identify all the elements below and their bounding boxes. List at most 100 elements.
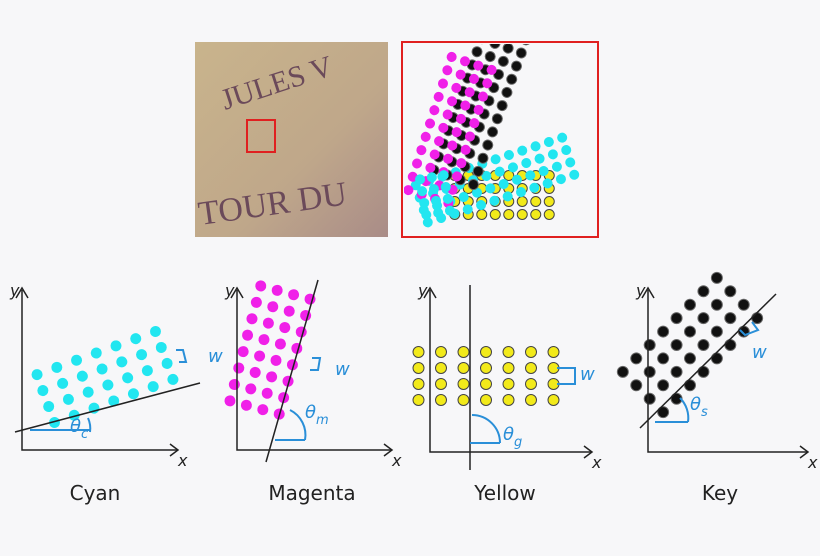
- dot: [102, 379, 114, 391]
- dot: [515, 47, 527, 59]
- dot: [456, 158, 467, 169]
- arrowhead: [383, 443, 394, 457]
- zoom-marker: [246, 119, 276, 153]
- dot: [670, 365, 683, 378]
- angle-subscript: m: [316, 413, 329, 428]
- dot: [242, 329, 254, 341]
- dot: [502, 191, 513, 202]
- dot: [697, 312, 710, 325]
- dot: [643, 339, 656, 351]
- dot: [250, 296, 262, 308]
- dot: [446, 51, 457, 62]
- photo-background: [195, 42, 388, 237]
- dot: [279, 322, 291, 334]
- dot: [422, 217, 433, 228]
- dot: [282, 375, 294, 387]
- x-axis-label: x: [591, 453, 602, 472]
- dot: [433, 207, 444, 218]
- dot: [37, 385, 49, 397]
- dot: [502, 378, 515, 390]
- dot: [82, 386, 94, 398]
- dot: [446, 96, 457, 107]
- dot: [684, 379, 696, 392]
- dot: [511, 174, 522, 185]
- dot: [530, 141, 541, 152]
- dot: [480, 394, 492, 406]
- dot: [62, 393, 74, 405]
- dot: [468, 73, 479, 84]
- angle-label: θs: [690, 394, 708, 420]
- dot: [670, 339, 683, 351]
- dot: [438, 170, 449, 181]
- dot: [167, 373, 179, 385]
- y-axis-label: y: [635, 281, 646, 300]
- x-axis-label: x: [807, 453, 818, 472]
- angle-arc: [87, 417, 92, 433]
- dot: [502, 394, 515, 406]
- dot: [429, 105, 440, 116]
- dot: [525, 378, 537, 390]
- dot: [161, 357, 173, 369]
- dot: [670, 312, 683, 325]
- dot: [425, 162, 436, 173]
- dot: [547, 394, 560, 406]
- dot: [724, 285, 737, 298]
- dot: [551, 161, 562, 172]
- dot: [249, 366, 261, 378]
- photo: JULES V TOUR DU: [195, 42, 388, 237]
- angle-arc: [471, 414, 501, 444]
- angle-symbol: θ: [503, 424, 514, 445]
- dot: [451, 82, 462, 93]
- dot: [477, 91, 488, 102]
- dot: [434, 136, 445, 147]
- dot: [484, 51, 496, 63]
- dot: [477, 152, 489, 164]
- dot: [684, 298, 696, 311]
- dot: [534, 153, 545, 164]
- dot: [149, 325, 161, 337]
- dot: [543, 196, 555, 207]
- dot: [561, 145, 572, 156]
- dot: [155, 341, 167, 353]
- dot: [412, 362, 425, 374]
- dot: [141, 365, 153, 377]
- dot: [457, 346, 470, 358]
- dot: [502, 44, 514, 54]
- dot: [516, 196, 528, 207]
- dot: [412, 158, 423, 169]
- angle-arc: [679, 397, 690, 423]
- dot: [429, 149, 440, 160]
- axes: [236, 290, 392, 451]
- dot: [630, 379, 643, 392]
- dot: [697, 339, 710, 351]
- angle-subscript: s: [701, 405, 708, 420]
- dot: [507, 29, 520, 42]
- dot: [71, 354, 83, 366]
- dot: [416, 145, 427, 156]
- dot: [710, 325, 723, 338]
- dot: [233, 362, 245, 374]
- dot: [283, 305, 295, 317]
- dot: [262, 317, 274, 329]
- x-axis-label: x: [177, 451, 188, 470]
- dot: [68, 409, 80, 421]
- dot: [481, 170, 492, 181]
- dot: [433, 91, 444, 102]
- dot: [485, 183, 496, 194]
- dot: [267, 301, 279, 313]
- angle-symbol: θ: [305, 402, 316, 423]
- angle-symbol: θ: [690, 394, 701, 415]
- dot: [710, 298, 723, 311]
- dot: [480, 378, 492, 390]
- angle-symbol: θ: [70, 416, 81, 437]
- angle-subscript: c: [81, 427, 88, 442]
- dot: [31, 369, 43, 381]
- dot: [442, 193, 453, 204]
- dot: [96, 363, 108, 375]
- dot: [271, 284, 283, 296]
- dot: [442, 65, 453, 76]
- dot: [657, 406, 670, 419]
- dot: [266, 371, 278, 383]
- dot: [43, 401, 55, 413]
- dot: [630, 352, 643, 365]
